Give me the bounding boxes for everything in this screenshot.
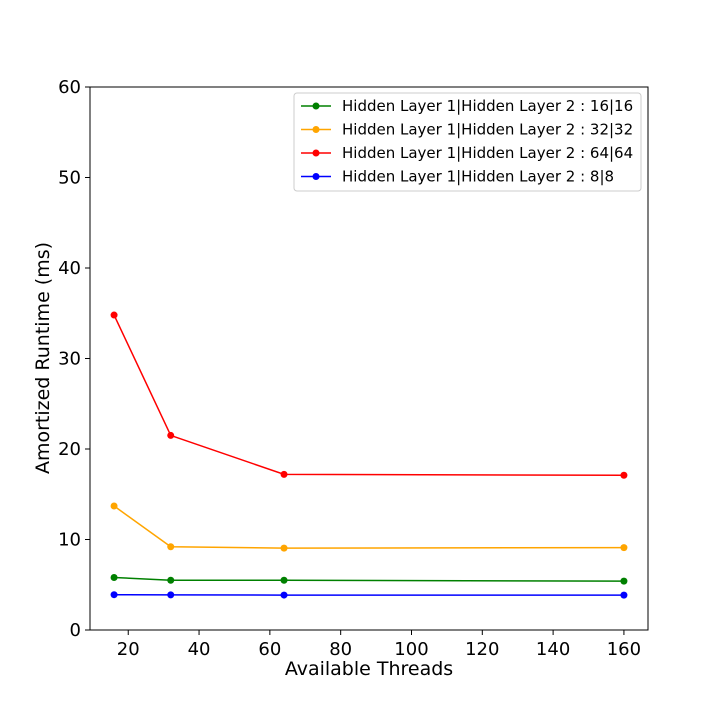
- data-point: [167, 432, 174, 439]
- series-line-1: [114, 506, 624, 548]
- data-point: [620, 544, 627, 551]
- data-point: [167, 577, 174, 584]
- legend-entry-label: Hidden Layer 1|Hidden Layer 2 : 64|64: [342, 144, 633, 162]
- y-axis-label: Amortized Runtime (ms): [32, 242, 54, 474]
- data-point: [281, 471, 288, 478]
- x-tick-label: 80: [329, 639, 352, 660]
- data-point: [620, 472, 627, 479]
- y-axis-ticks: 0 10 20 30 40 50 60: [58, 77, 90, 641]
- y-tick-label: 60: [58, 77, 81, 98]
- data-point: [167, 543, 174, 550]
- y-tick-label: 0: [70, 620, 81, 641]
- y-tick-label: 50: [58, 168, 81, 189]
- x-tick-label: 120: [465, 639, 499, 660]
- y-tick-label: 10: [58, 530, 81, 551]
- x-tick-label: 40: [188, 639, 211, 660]
- y-tick-label: 20: [58, 439, 81, 460]
- series-line-2: [114, 315, 624, 475]
- legend-entry-label: Hidden Layer 1|Hidden Layer 2 : 16|16: [342, 97, 633, 115]
- data-point: [620, 578, 627, 585]
- legend: Hidden Layer 1|Hidden Layer 2 : 16|16 Hid…: [294, 93, 641, 191]
- data-point: [281, 592, 288, 599]
- legend-entry-label: Hidden Layer 1|Hidden Layer 2 : 32|32: [342, 121, 633, 139]
- y-tick-label: 40: [58, 258, 81, 279]
- data-point: [281, 545, 288, 552]
- x-tick-label: 160: [607, 639, 641, 660]
- legend-swatch-marker: [313, 103, 320, 110]
- x-tick-label: 20: [117, 639, 140, 660]
- x-tick-label: 60: [258, 639, 281, 660]
- y-tick-label: 30: [58, 349, 81, 370]
- series-line-0: [114, 578, 624, 582]
- x-tick-label: 140: [536, 639, 570, 660]
- legend-swatch-marker: [313, 126, 320, 133]
- legend-entry-label: Hidden Layer 1|Hidden Layer 2 : 8|8: [342, 168, 614, 186]
- data-point: [111, 312, 118, 319]
- series-layer: [111, 312, 628, 599]
- data-point: [620, 592, 627, 599]
- x-axis-ticks: 20 40 60 80 100 120 140 160: [117, 630, 641, 660]
- x-tick-label: 100: [394, 639, 428, 660]
- data-point: [111, 574, 118, 581]
- data-point: [281, 577, 288, 584]
- x-axis-label: Available Threads: [285, 658, 453, 680]
- legend-swatch-marker: [313, 173, 320, 180]
- legend-swatch-marker: [313, 150, 320, 157]
- data-point: [167, 591, 174, 598]
- data-point: [111, 591, 118, 598]
- data-point: [111, 503, 118, 510]
